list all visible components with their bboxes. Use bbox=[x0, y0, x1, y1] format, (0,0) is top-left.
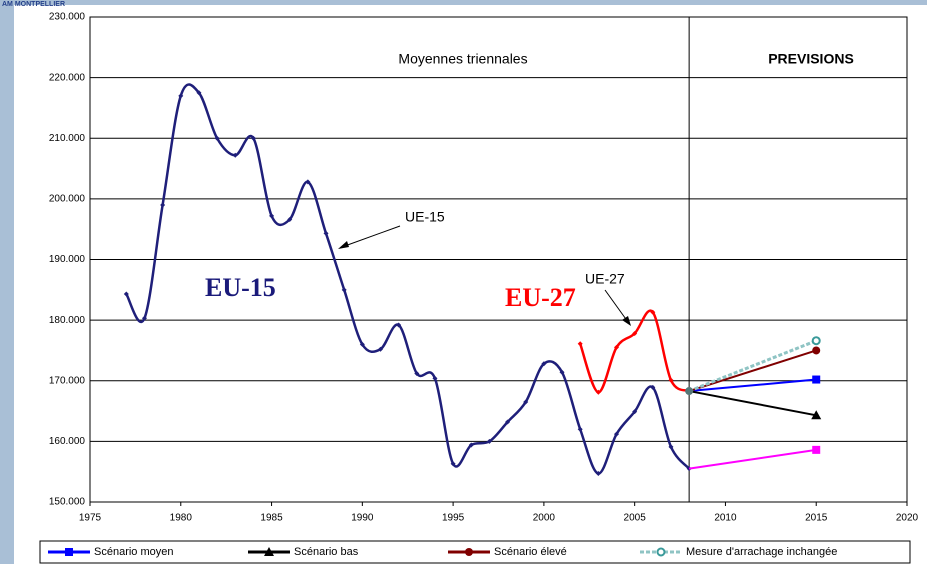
marker bbox=[264, 547, 274, 556]
y-tick-label: 200.000 bbox=[49, 194, 86, 205]
point bbox=[595, 389, 601, 395]
marker bbox=[656, 547, 666, 557]
marker bbox=[685, 387, 694, 396]
forecast-line bbox=[688, 448, 817, 470]
point bbox=[305, 179, 311, 185]
point bbox=[523, 399, 529, 405]
marker bbox=[812, 375, 821, 384]
x-tick-label: 1975 bbox=[79, 513, 102, 524]
annotation: EU-27 bbox=[505, 283, 576, 312]
header: AM MONTPELLIER bbox=[2, 1, 65, 8]
point bbox=[214, 135, 220, 141]
arrow bbox=[604, 289, 629, 323]
point bbox=[232, 152, 238, 158]
annotation: PREVISIONS bbox=[768, 51, 854, 67]
point bbox=[287, 216, 293, 222]
arrow bbox=[341, 225, 401, 248]
point bbox=[486, 438, 492, 444]
arrowhead bbox=[338, 241, 349, 249]
forecast-line bbox=[688, 339, 817, 393]
y-tick-label: 190.000 bbox=[49, 254, 86, 265]
y-tick-label: 160.000 bbox=[49, 436, 86, 447]
marker bbox=[465, 548, 473, 556]
marker bbox=[812, 346, 821, 355]
point bbox=[668, 377, 674, 383]
y-tick-label: 180.000 bbox=[49, 315, 86, 326]
forecast-line bbox=[688, 349, 817, 393]
point bbox=[450, 461, 456, 467]
point bbox=[160, 202, 166, 208]
marker bbox=[811, 336, 821, 346]
left-band bbox=[0, 0, 14, 564]
annotation: UE-15 bbox=[405, 209, 445, 225]
point bbox=[468, 442, 474, 448]
point bbox=[323, 230, 329, 236]
point bbox=[250, 135, 256, 141]
legend-label: Scénario bas bbox=[294, 546, 359, 558]
point bbox=[650, 309, 656, 315]
point bbox=[668, 444, 674, 450]
point bbox=[595, 471, 601, 477]
point bbox=[141, 315, 147, 321]
point bbox=[632, 409, 638, 415]
arrowhead bbox=[622, 316, 631, 326]
legend-label: Scénario moyen bbox=[94, 546, 174, 558]
annotation: EU-15 bbox=[205, 273, 276, 302]
point bbox=[559, 369, 565, 375]
x-tick-label: 1980 bbox=[170, 513, 193, 524]
point bbox=[614, 344, 620, 350]
point bbox=[614, 431, 620, 437]
point bbox=[632, 330, 638, 336]
x-tick-label: 1985 bbox=[260, 513, 283, 524]
legend-label: Mesure d'arrachage inchangée bbox=[686, 546, 837, 558]
point bbox=[541, 361, 547, 367]
point bbox=[396, 322, 402, 328]
x-tick-label: 2020 bbox=[896, 513, 919, 524]
forecast-line bbox=[688, 390, 817, 417]
point bbox=[505, 419, 511, 425]
point bbox=[577, 426, 583, 432]
forecast-line bbox=[689, 378, 817, 393]
marker bbox=[812, 445, 821, 454]
history-line bbox=[125, 83, 691, 475]
marker bbox=[811, 410, 822, 420]
annotation: Moyennes triennales bbox=[398, 51, 527, 67]
x-tick-label: 1995 bbox=[442, 513, 465, 524]
point bbox=[432, 375, 438, 381]
y-tick-label: 220.000 bbox=[49, 72, 86, 83]
y-tick-label: 210.000 bbox=[49, 133, 86, 144]
y-tick-label: 170.000 bbox=[49, 375, 86, 386]
x-tick-label: 1990 bbox=[351, 513, 374, 524]
x-tick-label: 2015 bbox=[805, 513, 828, 524]
x-tick-label: 2000 bbox=[533, 513, 556, 524]
legend-label: Scénario élevé bbox=[494, 546, 567, 558]
x-tick-label: 2010 bbox=[714, 513, 737, 524]
point bbox=[196, 90, 202, 96]
point bbox=[414, 370, 420, 376]
point bbox=[269, 213, 275, 219]
point bbox=[650, 384, 656, 390]
y-tick-label: 230.000 bbox=[49, 12, 86, 23]
point bbox=[359, 341, 365, 347]
point bbox=[577, 341, 583, 347]
point bbox=[123, 291, 129, 297]
point bbox=[178, 93, 184, 99]
top-band bbox=[0, 0, 927, 5]
y-tick-label: 150.000 bbox=[49, 497, 86, 508]
point bbox=[341, 287, 347, 293]
marker bbox=[65, 548, 73, 556]
point bbox=[377, 346, 383, 352]
annotation: UE-27 bbox=[585, 271, 625, 287]
x-tick-label: 2005 bbox=[624, 513, 647, 524]
